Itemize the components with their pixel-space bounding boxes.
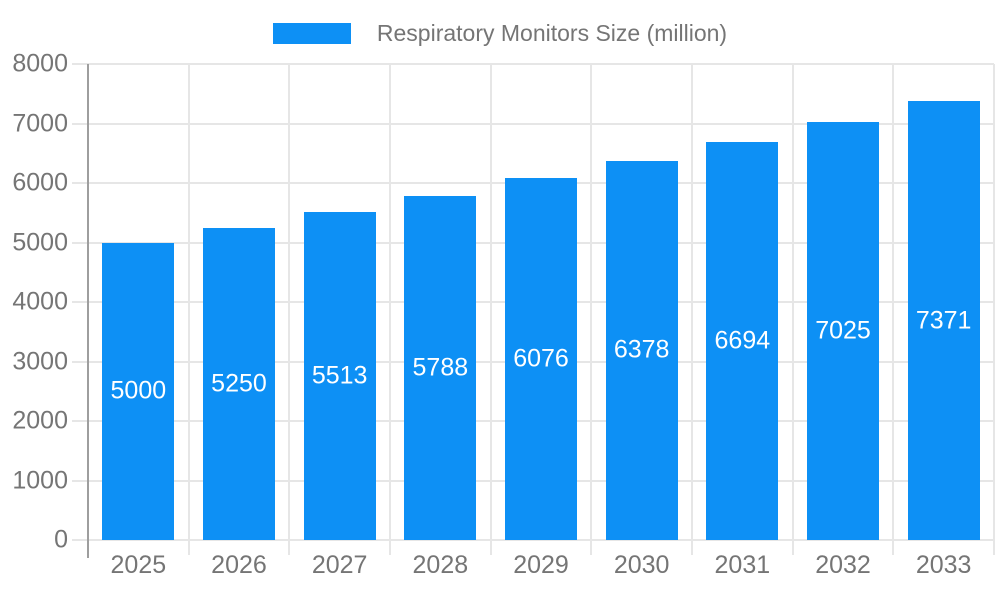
bar-value-label: 6378 (613, 335, 670, 364)
bar-2027[interactable]: 5513 (303, 211, 376, 540)
x-axis-tick-label: 2025 (110, 551, 167, 579)
bar-value-label: 7371 (915, 306, 972, 335)
x-axis-tick-label: 2029 (513, 551, 569, 579)
x-axis-tick-label: 2026 (211, 551, 267, 579)
bar-2025[interactable]: 5000 (102, 242, 175, 540)
y-axis-tick-label: 2000 (12, 406, 68, 435)
y-axis-tick-label: 6000 (12, 168, 68, 197)
x-axis-labels: 2025 2026 2027 2028 2029 2030 2031 2032 2033 (88, 551, 994, 585)
v-gridline (892, 64, 895, 555)
x-axis-tick-label: 2028 (412, 551, 469, 579)
y-axis-tick-label: 0 (54, 525, 68, 554)
legend-swatch-icon (272, 23, 351, 44)
bar-value-label: 7025 (815, 316, 871, 345)
x-axis-tick-label: 2030 (613, 551, 670, 579)
h-gridline (72, 63, 994, 65)
bar-value-label: 5513 (311, 361, 368, 390)
bar-value-label: 6694 (714, 326, 771, 355)
x-axis-tick-label: 2032 (815, 551, 871, 579)
bar-2029[interactable]: 6076 (505, 178, 577, 540)
bar-2030[interactable]: 6378 (605, 160, 678, 540)
legend-label: Respiratory Monitors Size (million) (376, 20, 728, 46)
bar-value-label: 6076 (513, 344, 569, 373)
y-axis-tick-label: 4000 (12, 287, 68, 316)
bar-2032[interactable]: 7025 (807, 122, 879, 540)
v-gridline (690, 64, 693, 555)
bar-value-label: 5000 (110, 376, 167, 405)
y-axis-tick-label: 5000 (12, 228, 68, 256)
y-axis-labels: 0 1000 2000 3000 4000 5000 6000 7000 8000 (0, 50, 68, 554)
bar-value-label: 5788 (412, 353, 469, 382)
v-gridline (388, 64, 391, 555)
plot-area: 5000 5250 5513 5788 6076 6378 6694 7025 7371 (72, 63, 995, 558)
x-axis-tick-label: 2031 (714, 551, 771, 579)
v-gridline (187, 64, 190, 555)
y-axis-tick-label: 1000 (12, 466, 68, 494)
y-axis-tick-label: 3000 (12, 347, 68, 375)
legend: Respiratory Monitors Size (million) (0, 20, 1000, 47)
v-gridline (590, 64, 593, 555)
y-axis-tick-label: 7000 (12, 109, 68, 137)
v-gridline (993, 64, 995, 555)
bar-2028[interactable]: 5788 (404, 195, 477, 540)
bar-2031[interactable]: 6694 (706, 141, 779, 540)
v-gridline (489, 64, 492, 555)
y-axis-tick-label: 8000 (12, 49, 68, 78)
y-axis-line (87, 64, 89, 558)
x-axis-tick-label: 2027 (311, 551, 368, 579)
bar-2026[interactable]: 5250 (202, 227, 275, 540)
v-gridline (791, 64, 794, 555)
legend-item[interactable]: Respiratory Monitors Size (million) (272, 20, 728, 47)
bar-value-label: 5250 (211, 369, 267, 398)
v-gridline (288, 64, 291, 555)
bar-2033[interactable]: 7371 (907, 101, 980, 540)
h-gridline (72, 539, 994, 541)
x-axis-tick-label: 2033 (915, 551, 972, 579)
h-gridline (72, 122, 994, 125)
